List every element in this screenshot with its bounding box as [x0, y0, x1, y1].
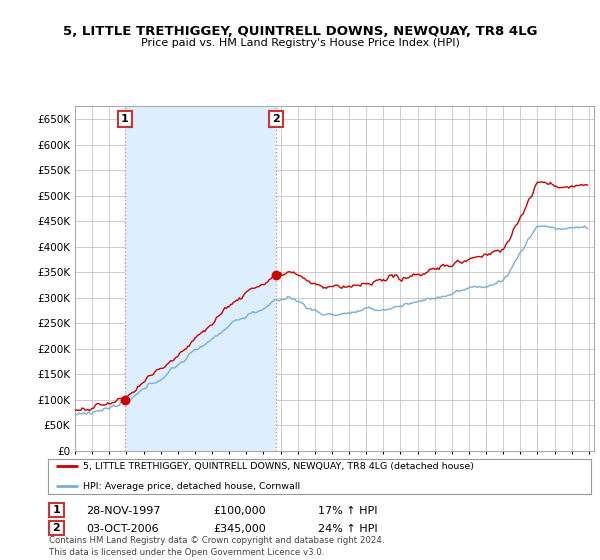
Text: 24% ↑ HPI: 24% ↑ HPI	[318, 524, 377, 534]
Text: HPI: Average price, detached house, Cornwall: HPI: Average price, detached house, Corn…	[83, 482, 301, 491]
Text: 1: 1	[121, 114, 129, 124]
Text: £345,000: £345,000	[213, 524, 266, 534]
Text: 17% ↑ HPI: 17% ↑ HPI	[318, 506, 377, 516]
Text: 2: 2	[272, 114, 280, 124]
Text: 28-NOV-1997: 28-NOV-1997	[86, 506, 160, 516]
Text: 5, LITTLE TRETHIGGEY, QUINTRELL DOWNS, NEWQUAY, TR8 4LG: 5, LITTLE TRETHIGGEY, QUINTRELL DOWNS, N…	[63, 25, 537, 38]
Bar	[125, 106, 276, 451]
Text: £100,000: £100,000	[213, 506, 266, 516]
Text: 2: 2	[53, 523, 60, 533]
Text: Contains HM Land Registry data © Crown copyright and database right 2024.
This d: Contains HM Land Registry data © Crown c…	[49, 536, 385, 557]
Text: 1: 1	[53, 505, 60, 515]
Text: Price paid vs. HM Land Registry's House Price Index (HPI): Price paid vs. HM Land Registry's House …	[140, 38, 460, 48]
Text: 5, LITTLE TRETHIGGEY, QUINTRELL DOWNS, NEWQUAY, TR8 4LG (detached house): 5, LITTLE TRETHIGGEY, QUINTRELL DOWNS, N…	[83, 462, 474, 471]
Text: 03-OCT-2006: 03-OCT-2006	[86, 524, 158, 534]
